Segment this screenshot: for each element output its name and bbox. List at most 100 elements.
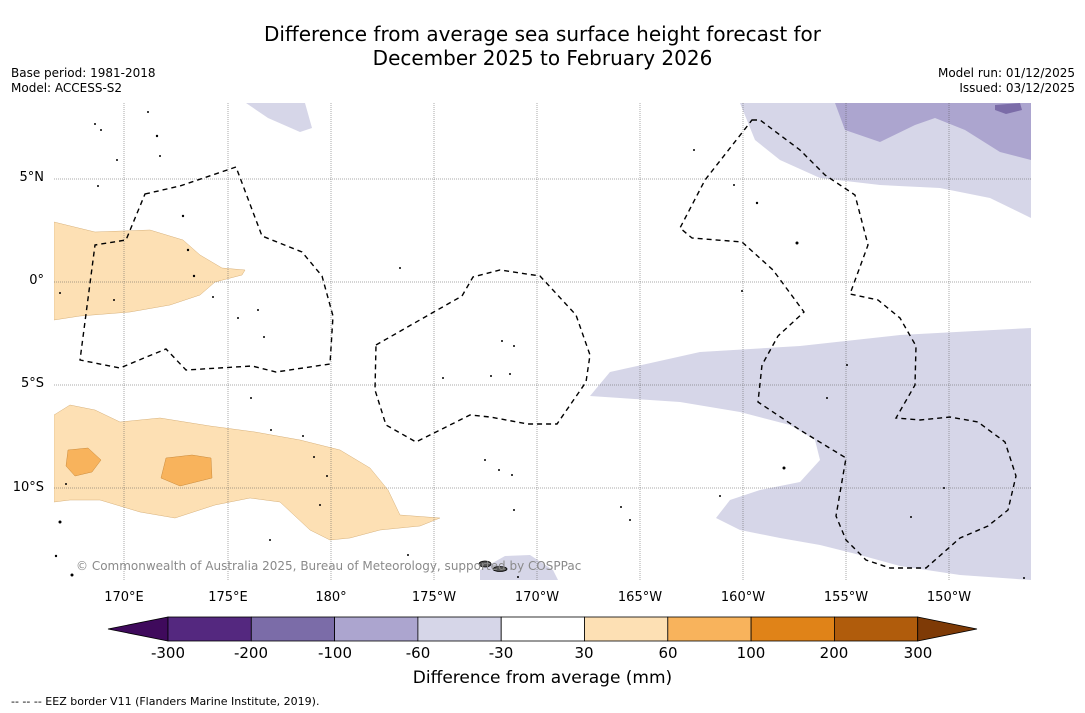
copyright-notice: © Commonwealth of Australia 2025, Bureau… bbox=[76, 559, 582, 573]
anomaly-region-northeast bbox=[740, 103, 1031, 218]
colorbar-tick: -200 bbox=[233, 644, 269, 662]
colorbar-extend-high bbox=[917, 616, 978, 642]
island bbox=[719, 495, 721, 497]
island bbox=[517, 576, 519, 578]
island bbox=[407, 554, 409, 556]
island bbox=[186, 248, 190, 252]
map-title: Difference from average sea surface heig… bbox=[0, 22, 1085, 70]
island bbox=[509, 373, 511, 375]
colorbar-extend-low bbox=[107, 616, 169, 642]
eez-border-kiribati-gilbert bbox=[79, 166, 334, 373]
colorbar-tick: -100 bbox=[317, 644, 353, 662]
meta-right: Model run: 01/12/2025 Issued: 03/12/2025 bbox=[938, 66, 1075, 96]
map-area bbox=[54, 103, 1031, 580]
lon-label-160w: 160°W bbox=[720, 590, 766, 605]
lon-label-175e: 175°E bbox=[208, 590, 248, 605]
island bbox=[498, 469, 500, 471]
island bbox=[192, 274, 196, 278]
island bbox=[490, 375, 492, 377]
colorbar-tick: 60 bbox=[658, 644, 678, 662]
colorbar-segment bbox=[667, 616, 752, 642]
lon-label-180: 180° bbox=[315, 590, 347, 605]
lon-label-170w: 170°W bbox=[514, 590, 560, 605]
eez-legend-note: -- -- -- EEZ border V11 (Flanders Marine… bbox=[11, 695, 320, 708]
island bbox=[237, 317, 239, 319]
island bbox=[513, 509, 515, 511]
island bbox=[484, 459, 486, 461]
island bbox=[270, 429, 272, 431]
island bbox=[65, 483, 67, 485]
colorbar-tick: -30 bbox=[488, 644, 514, 662]
island bbox=[326, 475, 328, 477]
island bbox=[733, 184, 735, 186]
island bbox=[755, 201, 759, 205]
colorbar-tick: 100 bbox=[736, 644, 766, 662]
colorbar-segment bbox=[334, 616, 419, 642]
island bbox=[263, 336, 265, 338]
lon-label-165w: 165°W bbox=[617, 590, 663, 605]
colorbar-tick: 30 bbox=[574, 644, 594, 662]
colorbar bbox=[107, 616, 978, 642]
lon-label-150w: 150°W bbox=[926, 590, 972, 605]
island bbox=[846, 364, 848, 366]
eez-borders bbox=[79, 119, 1017, 569]
island bbox=[54, 554, 58, 558]
lat-label-10s: 10°S bbox=[12, 480, 44, 495]
colorbar-segment bbox=[417, 616, 502, 642]
colorbar-segment bbox=[250, 616, 336, 642]
anomaly-region-south-central bbox=[480, 555, 558, 580]
island-samoa-east bbox=[492, 566, 508, 572]
eez-border-kiribati-line bbox=[679, 119, 1017, 569]
colorbar-tick: 300 bbox=[903, 644, 933, 662]
eez-border-kiribati-phoenix bbox=[374, 269, 591, 443]
island bbox=[511, 474, 513, 476]
colorbar-segment bbox=[834, 616, 919, 642]
colorbar-segment bbox=[500, 616, 585, 642]
island bbox=[501, 340, 503, 342]
island bbox=[159, 155, 161, 157]
anomaly-region-southeast bbox=[590, 328, 1031, 580]
colorbar-tick: -60 bbox=[405, 644, 431, 662]
model-name: Model: ACCESS-S2 bbox=[11, 81, 123, 95]
island bbox=[100, 129, 102, 131]
lat-label-5n: 5°N bbox=[19, 170, 45, 185]
island bbox=[181, 214, 185, 218]
island bbox=[620, 506, 622, 508]
meta-left: Base period: 1981-2018 Model: ACCESS-S2 bbox=[11, 66, 156, 96]
colorbar-segment bbox=[750, 616, 835, 642]
island bbox=[313, 456, 315, 458]
island bbox=[1023, 577, 1025, 579]
island bbox=[782, 466, 786, 470]
island bbox=[442, 377, 444, 379]
island bbox=[59, 292, 61, 294]
anomaly-region-north-strip bbox=[246, 103, 312, 132]
island bbox=[269, 539, 271, 541]
islands bbox=[54, 111, 1025, 579]
anomaly-region-northeast-100mm bbox=[835, 103, 1031, 160]
island bbox=[58, 520, 62, 524]
island-samoa-west bbox=[478, 560, 492, 568]
model-run: Model run: 01/12/2025 bbox=[937, 66, 1075, 80]
title-line-2: December 2025 to February 2026 bbox=[372, 46, 713, 70]
colorbar-tick: -300 bbox=[150, 644, 186, 662]
island bbox=[513, 345, 515, 347]
lon-label-175w: 175°W bbox=[411, 590, 457, 605]
island bbox=[693, 149, 695, 151]
island bbox=[113, 299, 115, 301]
issued-date: Issued: 03/12/2025 bbox=[959, 81, 1075, 95]
island bbox=[795, 241, 799, 245]
island bbox=[319, 504, 321, 506]
island bbox=[257, 309, 259, 311]
lat-label-0: 0° bbox=[29, 273, 44, 288]
lon-label-170e: 170°E bbox=[104, 590, 144, 605]
island bbox=[250, 397, 252, 399]
island bbox=[910, 516, 912, 518]
title-line-1: Difference from average sea surface heig… bbox=[263, 22, 822, 46]
colorbar-label: Difference from average (mm) bbox=[412, 668, 673, 688]
anomaly-patch-100mm-west bbox=[65, 447, 102, 477]
island bbox=[943, 487, 945, 489]
island bbox=[116, 159, 118, 161]
anomaly-patch-100mm-east bbox=[160, 454, 213, 487]
island bbox=[629, 519, 631, 521]
